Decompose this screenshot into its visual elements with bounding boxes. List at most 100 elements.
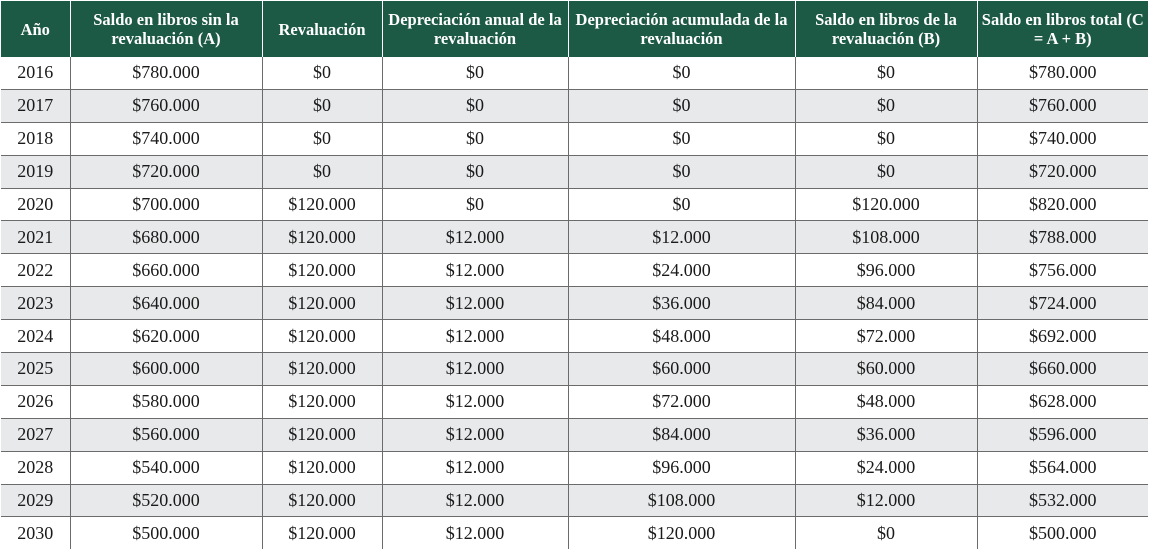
- header-book-balance-without-revaluation: Saldo en libros sin la revaluación (A): [70, 1, 263, 57]
- header-year: Año: [1, 1, 71, 57]
- cell-total-book-balance: $692.000: [977, 319, 1148, 354]
- cell-year: 2017: [1, 89, 71, 123]
- cell-accumulated-depreciation: $24.000: [568, 253, 796, 288]
- header-annual-depreciation: Depreciación anual de la revaluación: [382, 1, 569, 57]
- cell-total-book-balance: $780.000: [977, 57, 1148, 90]
- cell-year: 2029: [1, 484, 71, 518]
- cell-accumulated-depreciation: $0: [568, 89, 796, 123]
- cell-accumulated-depreciation: $12.000: [568, 220, 796, 255]
- cell-book-balance-without-revaluation: $660.000: [70, 253, 263, 288]
- cell-book-balance-without-revaluation: $680.000: [70, 220, 263, 255]
- table-row: 2024 $620.000 $120.000 $12.000 $48.000 $72.00…: [1, 319, 1148, 354]
- cell-year: 2027: [1, 418, 71, 452]
- cell-year: 2026: [1, 385, 71, 419]
- cell-book-balance-without-revaluation: $700.000: [70, 188, 263, 222]
- cell-total-book-balance: $760.000: [977, 89, 1148, 123]
- header-revaluation: Revaluación: [262, 1, 383, 57]
- cell-year: 2024: [1, 319, 71, 354]
- cell-revaluation: $120.000: [262, 352, 383, 386]
- cell-book-balance-without-revaluation: $500.000: [70, 516, 263, 550]
- cell-total-book-balance: $720.000: [977, 155, 1148, 189]
- cell-revaluation-book-balance: $120.000: [795, 188, 978, 222]
- cell-revaluation-book-balance: $12.000: [795, 484, 978, 518]
- cell-annual-depreciation: $12.000: [382, 516, 569, 550]
- cell-accumulated-depreciation: $60.000: [568, 352, 796, 386]
- cell-total-book-balance: $532.000: [977, 484, 1148, 518]
- cell-total-book-balance: $820.000: [977, 188, 1148, 222]
- cell-annual-depreciation: $0: [382, 89, 569, 123]
- cell-revaluation-book-balance: $108.000: [795, 220, 978, 255]
- cell-year: 2025: [1, 352, 71, 386]
- cell-total-book-balance: $500.000: [1029, 522, 1097, 543]
- table-row: 2022 $660.000 $120.000 $12.000 $24.000 $96.00…: [1, 253, 1148, 288]
- cell-revaluation: $120.000: [262, 253, 383, 288]
- cell-accumulated-depreciation: $0: [568, 122, 796, 156]
- cell-revaluation: $0: [262, 89, 383, 123]
- table-row: 2021 $680.000 $120.000 $12.000 $12.000 $108.0…: [1, 220, 1148, 255]
- cell-accumulated-depreciation: $36.000: [568, 286, 796, 321]
- cell-book-balance-without-revaluation: $720.000: [70, 155, 263, 189]
- cell-revaluation: $120.000: [262, 319, 383, 354]
- cell-revaluation: $0: [262, 155, 383, 189]
- cell-revaluation-book-balance: $84.000: [795, 286, 978, 321]
- table-row: 2027 $560.000 $120.000 $12.000 $84.000 $36.00…: [1, 418, 1148, 452]
- cell-total-book-balance: $788.000: [977, 220, 1148, 255]
- cell-revaluation: $120.000: [262, 385, 383, 419]
- cell-book-balance-without-revaluation: $540.000: [70, 451, 263, 485]
- cell-annual-depreciation: $12.000: [382, 253, 569, 288]
- table-row: 2028 $540.000 $120.000 $12.000 $96.000 $24.00…: [1, 451, 1148, 485]
- cell-year: 2030: [1, 516, 71, 550]
- cell-revaluation-book-balance: $96.000: [795, 253, 978, 288]
- cell-revaluation: $0: [262, 122, 383, 156]
- cell-book-balance-without-revaluation: $600.000: [70, 352, 263, 386]
- cell-accumulated-depreciation: $0: [568, 188, 796, 222]
- cell-year: 2019: [1, 155, 71, 189]
- cell-total-book-balance: $628.000: [977, 385, 1148, 419]
- cell-revaluation-book-balance: $0: [795, 516, 978, 550]
- table-row: 2018 $740.000 $0 $0 $0 $0 $740.000: [1, 122, 1148, 156]
- cell-year: 2018: [1, 122, 71, 156]
- table-row: 2029 $520.000 $120.000 $12.000 $108.000 $12.0…: [1, 484, 1148, 518]
- table-row: 2016 $780.000 $0 $0 $0 $0 $780.000: [1, 57, 1148, 90]
- cell-accumulated-depreciation: $96.000: [568, 451, 796, 485]
- cell-book-balance-without-revaluation: $620.000: [70, 319, 263, 354]
- cell-accumulated-depreciation: $108.000: [568, 484, 796, 518]
- cell-annual-depreciation: $0: [382, 122, 569, 156]
- cell-year: 2016: [1, 57, 71, 90]
- cell-book-balance-without-revaluation: $780.000: [70, 57, 263, 90]
- table-header: Año Saldo en libros sin la revaluación (…: [1, 1, 1148, 57]
- cell-total-book-balance: $596.000: [977, 418, 1148, 452]
- cell-year: 2023: [1, 286, 71, 321]
- table-row: 2019 $720.000 $0 $0 $0 $0 $720.000: [1, 155, 1148, 189]
- cell-total-book-balance: $660.000: [977, 352, 1148, 386]
- table-row: 2026 $580.000 $120.000 $12.000 $72.000 $48.00…: [1, 385, 1148, 419]
- cell-revaluation-book-balance: $48.000: [795, 385, 978, 419]
- cell-book-balance-without-revaluation: $520.000: [70, 484, 263, 518]
- cell-annual-depreciation: $12.000: [382, 451, 569, 485]
- cell-annual-depreciation: $12.000: [382, 418, 569, 452]
- cell-year: 2022: [1, 253, 71, 288]
- cell-annual-depreciation: $12.000: [382, 352, 569, 386]
- cell-book-balance-without-revaluation: $580.000: [70, 385, 263, 419]
- cell-total-book-balance: $756.000: [977, 253, 1148, 288]
- cell-revaluation-book-balance: $72.000: [795, 319, 978, 354]
- cell-annual-depreciation: $12.000: [382, 484, 569, 518]
- cell-total-book-balance: $724.000: [977, 286, 1148, 321]
- cell-revaluation: $120.000: [262, 188, 383, 222]
- cell-revaluation-book-balance: $0: [795, 57, 978, 90]
- cell-annual-depreciation: $12.000: [382, 319, 569, 354]
- header-row: Año Saldo en libros sin la revaluación (…: [1, 1, 1148, 57]
- cell-year: 2021: [1, 220, 71, 255]
- cell-book-balance-without-revaluation: $740.000: [70, 122, 263, 156]
- cell-revaluation-book-balance: $0: [795, 155, 978, 189]
- cell-accumulated-depreciation: $0: [568, 155, 796, 189]
- cell-annual-depreciation: $0: [382, 188, 569, 222]
- cell-annual-depreciation: $12.000: [382, 220, 569, 255]
- cell-total-book-balance: $740.000: [977, 122, 1148, 156]
- cell-book-balance-without-revaluation: $760.000: [70, 89, 263, 123]
- header-total-book-balance: Saldo en libros total (C = A + B): [977, 1, 1148, 57]
- cell-book-balance-without-revaluation: $640.000: [70, 286, 263, 321]
- cell-accumulated-depreciation: $84.000: [568, 418, 796, 452]
- cell-annual-depreciation: $12.000: [382, 385, 569, 419]
- table-row: 2017 $760.000 $0 $0 $0 $0 $760.000: [1, 89, 1148, 123]
